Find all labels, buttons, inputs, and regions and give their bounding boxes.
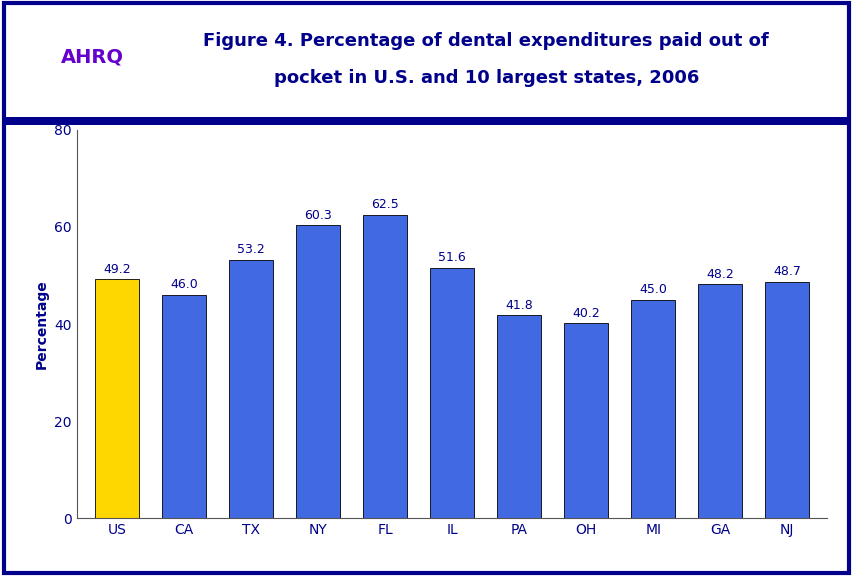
Text: 49.2: 49.2 <box>103 263 130 276</box>
Bar <box>764 282 808 518</box>
Text: 45.0: 45.0 <box>638 283 666 296</box>
Text: 46.0: 46.0 <box>170 278 198 291</box>
Text: 53.2: 53.2 <box>237 244 265 256</box>
Bar <box>630 300 674 518</box>
Text: 48.2: 48.2 <box>705 268 734 281</box>
Text: 51.6: 51.6 <box>438 251 465 264</box>
Text: Advancing
Excellence in
Health Care: Advancing Excellence in Health Care <box>65 73 120 102</box>
Bar <box>564 323 607 518</box>
Bar <box>698 284 741 518</box>
Bar <box>229 260 273 518</box>
Text: 62.5: 62.5 <box>371 198 399 211</box>
Text: Figure 4. Percentage of dental expenditures paid out of: Figure 4. Percentage of dental expenditu… <box>203 32 769 50</box>
Text: pocket in U.S. and 10 largest states, 2006: pocket in U.S. and 10 largest states, 20… <box>273 69 698 86</box>
Y-axis label: Percentage: Percentage <box>35 279 49 369</box>
Bar <box>497 315 540 518</box>
Bar <box>296 225 339 518</box>
Bar <box>429 268 474 518</box>
Bar <box>363 215 406 518</box>
Text: 48.7: 48.7 <box>773 266 800 278</box>
Bar <box>162 295 205 518</box>
Text: 60.3: 60.3 <box>304 209 331 222</box>
Text: AHRQ: AHRQ <box>60 47 124 66</box>
Text: 41.8: 41.8 <box>504 299 532 312</box>
Bar <box>95 279 139 518</box>
Text: 40.2: 40.2 <box>572 306 599 320</box>
